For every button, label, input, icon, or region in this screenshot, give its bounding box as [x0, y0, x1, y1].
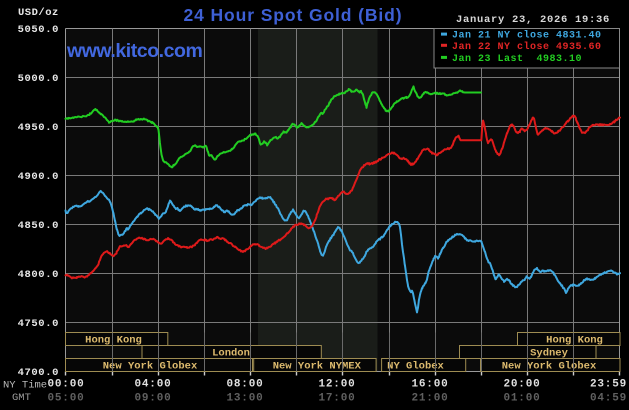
- svg-text:Hong Kong: Hong Kong: [546, 335, 603, 347]
- svg-text:4850.0: 4850.0: [18, 220, 59, 232]
- svg-text:GMT: GMT: [12, 392, 31, 404]
- svg-text:4800.0: 4800.0: [18, 269, 59, 281]
- svg-text:05:00: 05:00: [47, 393, 84, 405]
- svg-text:4950.0: 4950.0: [18, 122, 59, 134]
- svg-text:Sydney: Sydney: [530, 348, 569, 360]
- svg-text:00:00: 00:00: [47, 379, 84, 391]
- svg-text:January 23, 2026 19:36: January 23, 2026 19:36: [456, 14, 610, 26]
- svg-text:4900.0: 4900.0: [18, 171, 59, 183]
- svg-text:20:00: 20:00: [503, 379, 540, 391]
- svg-text:17:00: 17:00: [318, 393, 355, 405]
- svg-text:NY Time: NY Time: [3, 380, 47, 392]
- svg-text:Jan 21 NY close 4831.40: Jan 21 NY close 4831.40: [452, 30, 602, 42]
- svg-text:09:00: 09:00: [134, 393, 171, 405]
- svg-text:12:00: 12:00: [318, 379, 355, 391]
- svg-text:01:00: 01:00: [503, 393, 540, 405]
- svg-text:New York Globex: New York Globex: [502, 361, 597, 373]
- svg-text:New York NYMEX: New York NYMEX: [273, 361, 362, 373]
- svg-text:4750.0: 4750.0: [18, 318, 59, 330]
- svg-text:16:00: 16:00: [411, 379, 448, 391]
- svg-text:Jan 22 NY close 4935.60: Jan 22 NY close 4935.60: [452, 41, 602, 53]
- svg-text:4700.0: 4700.0: [18, 367, 59, 379]
- svg-text:NY Globex: NY Globex: [387, 361, 444, 373]
- svg-text:5000.0: 5000.0: [18, 73, 59, 85]
- svg-text:24 Hour Spot Gold (Bid): 24 Hour Spot Gold (Bid): [183, 5, 402, 25]
- svg-text:23:59: 23:59: [590, 379, 627, 391]
- svg-text:21:00: 21:00: [411, 393, 448, 405]
- svg-text:New York Globex: New York Globex: [103, 361, 198, 373]
- svg-text:Jan 23 Last 4983.10: Jan 23 Last 4983.10: [452, 54, 582, 65]
- svg-text:USD/oz: USD/oz: [18, 7, 59, 19]
- svg-text:www.kitco.com: www.kitco.com: [66, 40, 202, 62]
- svg-text:London: London: [212, 348, 250, 360]
- svg-text:08:00: 08:00: [226, 379, 263, 391]
- svg-text:13:00: 13:00: [226, 393, 263, 405]
- svg-text:04:59: 04:59: [590, 393, 627, 405]
- svg-text:04:00: 04:00: [134, 379, 171, 391]
- svg-text:5050.0: 5050.0: [18, 24, 59, 36]
- svg-text:Hong Kong: Hong Kong: [85, 335, 142, 347]
